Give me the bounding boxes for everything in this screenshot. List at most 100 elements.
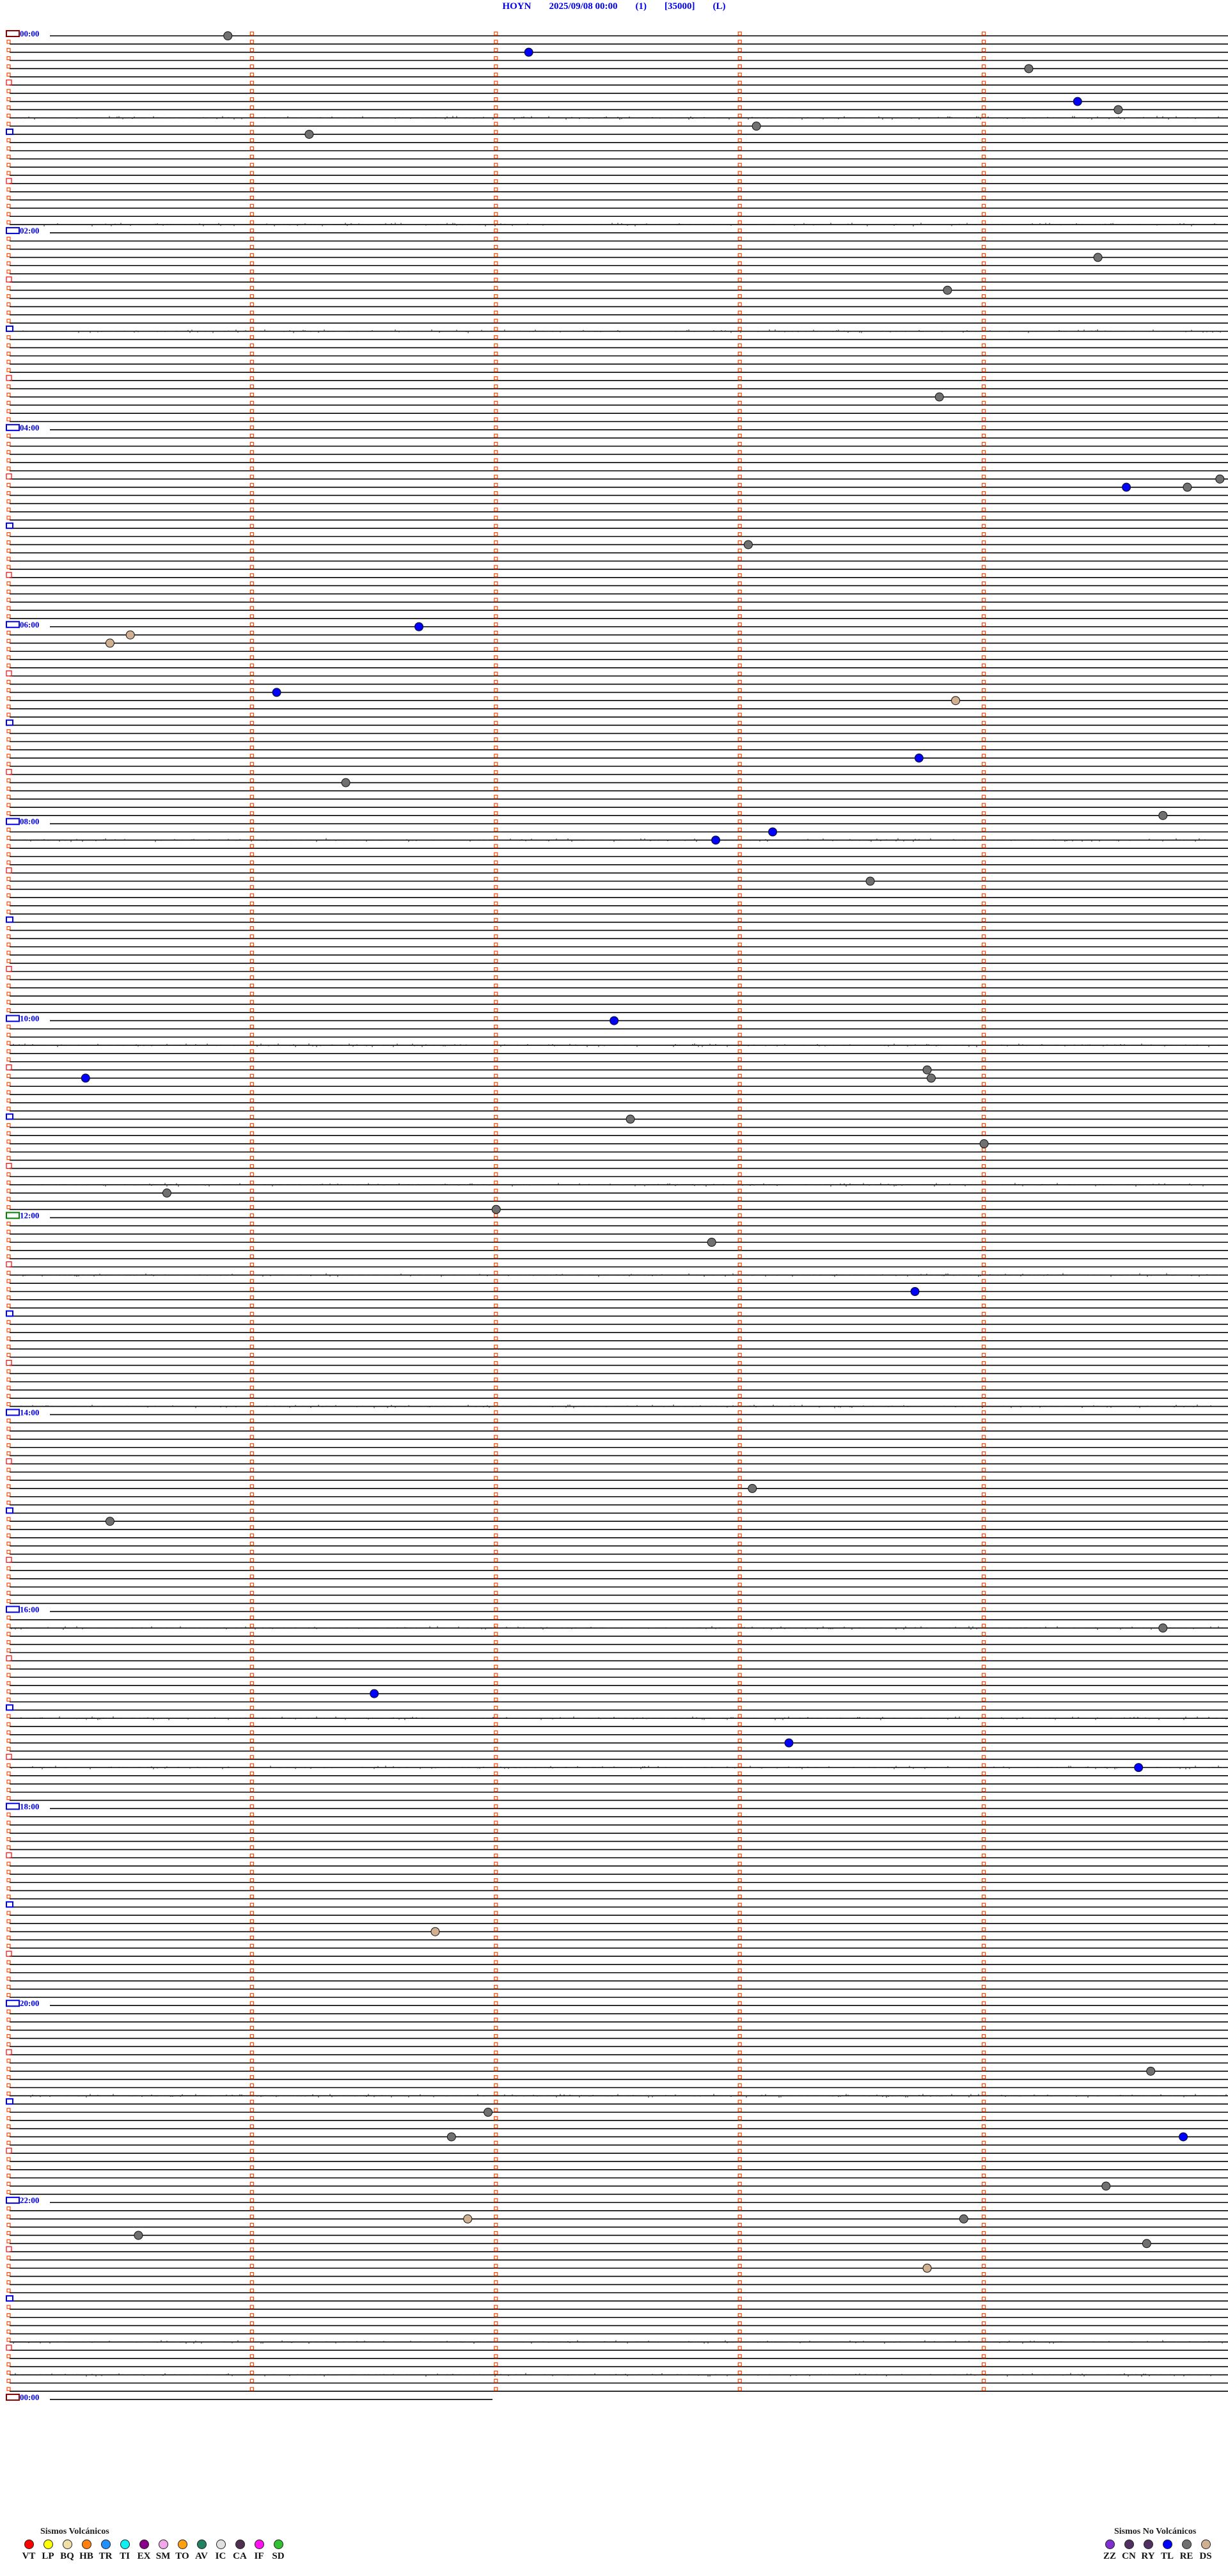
minute-marker: [737, 1114, 742, 1119]
minute-marker: [494, 1640, 498, 1645]
minute-marker: [737, 2288, 742, 2293]
minute-marker: [494, 2174, 498, 2178]
minute-marker: [737, 2001, 742, 2005]
minute-marker: [6, 237, 11, 241]
minute-marker: [249, 1189, 254, 1193]
minute-marker: [249, 860, 254, 865]
minute-marker: [494, 1739, 498, 1743]
minute-marker: [6, 2280, 11, 2285]
minute-marker: [737, 360, 742, 364]
minute-marker: [6, 196, 11, 200]
minute-marker: [249, 343, 254, 348]
minute-marker: [249, 688, 254, 693]
minute-marker: [494, 2190, 498, 2194]
minute-marker: [494, 852, 498, 857]
trace-noise: [9, 1716, 1227, 1721]
minute-marker: [981, 2239, 986, 2243]
minute-marker: [494, 1287, 498, 1292]
legend-item-ds: DS: [1196, 2540, 1215, 2562]
minute-marker: [249, 187, 254, 192]
minute-marker: [6, 1746, 11, 1751]
minute-marker: [249, 2042, 254, 2046]
minute-marker: [6, 1336, 11, 1341]
minute-marker: [981, 614, 986, 619]
minute-marker: [494, 1369, 498, 1373]
minute-marker: [6, 983, 11, 988]
minute-marker: [737, 2124, 742, 2129]
minute-marker: [6, 2329, 11, 2334]
event-marker-re: [484, 2107, 493, 2117]
minute-marker: [494, 1894, 498, 1899]
minute-marker: [494, 2206, 498, 2211]
minute-marker: [494, 1771, 498, 1776]
minute-marker: [494, 130, 498, 134]
minute-marker: [737, 1016, 742, 1021]
legend-label: IF: [254, 2551, 264, 2561]
minute-marker: [737, 1755, 742, 1759]
minute-marker: [981, 1090, 986, 1094]
minute-marker: [494, 31, 498, 36]
half-hour-marker: [6, 375, 12, 381]
minute-marker: [737, 876, 742, 881]
minute-marker: [981, 1984, 986, 1989]
minute-marker: [737, 1262, 742, 1267]
minute-marker: [737, 770, 742, 775]
minute-marker: [249, 1229, 254, 1234]
minute-marker: [494, 1345, 498, 1349]
minute-marker: [737, 835, 742, 840]
minute-marker: [981, 327, 986, 331]
minute-marker: [981, 1739, 986, 1743]
minute-marker: [6, 1640, 11, 1645]
minute-marker: [981, 1032, 986, 1037]
minute-marker: [981, 532, 986, 537]
minute-marker: [737, 1353, 742, 1357]
minute-marker: [737, 811, 742, 816]
minute-marker: [494, 2321, 498, 2326]
minute-marker: [981, 1229, 986, 1234]
minute-marker: [494, 885, 498, 889]
minute-marker: [494, 655, 498, 660]
minute-marker: [249, 1148, 254, 1152]
minute-marker: [737, 951, 742, 955]
minute-marker: [249, 1377, 254, 1382]
minute-marker: [737, 1304, 742, 1308]
hour-marker: [6, 2295, 13, 2302]
legend-item-if: IF: [249, 2540, 269, 2562]
event-marker-re: [1146, 2066, 1156, 2076]
minute-marker: [494, 869, 498, 873]
legend-item-ex: EX: [134, 2540, 154, 2562]
minute-marker: [494, 2181, 498, 2186]
minute-marker: [981, 918, 986, 922]
minute-marker: [981, 417, 986, 422]
minute-marker: [981, 483, 986, 487]
minute-marker: [494, 1500, 498, 1505]
minute-marker: [981, 1484, 986, 1489]
minute-marker: [494, 1755, 498, 1759]
legend-dot-icon: [254, 2540, 264, 2549]
minute-marker: [981, 1287, 986, 1292]
minute-marker: [737, 1739, 742, 1743]
minute-marker: [6, 1279, 11, 1283]
minute-marker: [981, 1870, 986, 1874]
minute-marker: [6, 138, 11, 143]
minute-marker: [249, 237, 254, 241]
hour-marker: [6, 2394, 20, 2401]
event-marker-re: [223, 31, 233, 40]
minute-marker: [494, 2264, 498, 2268]
legend-volcanic: Sismos Volcánicos VT LP BQ HB TR TI EX SM TO AV IC…: [19, 2527, 288, 2562]
minute-marker: [494, 565, 498, 569]
minute-marker: [249, 2288, 254, 2293]
trace-noise: [9, 1273, 1227, 1277]
minute-marker: [249, 967, 254, 972]
minute-marker: [737, 1180, 742, 1185]
minute-marker: [249, 171, 254, 175]
minute-marker: [249, 203, 254, 209]
minute-marker: [6, 2313, 11, 2318]
minute-marker: [6, 1648, 11, 1653]
minute-marker: [249, 1968, 254, 1973]
minute-marker: [494, 2026, 498, 2030]
minute-marker: [6, 1402, 11, 1407]
minute-marker: [737, 384, 742, 389]
minute-marker: [737, 540, 742, 545]
minute-marker: [6, 1780, 11, 1784]
